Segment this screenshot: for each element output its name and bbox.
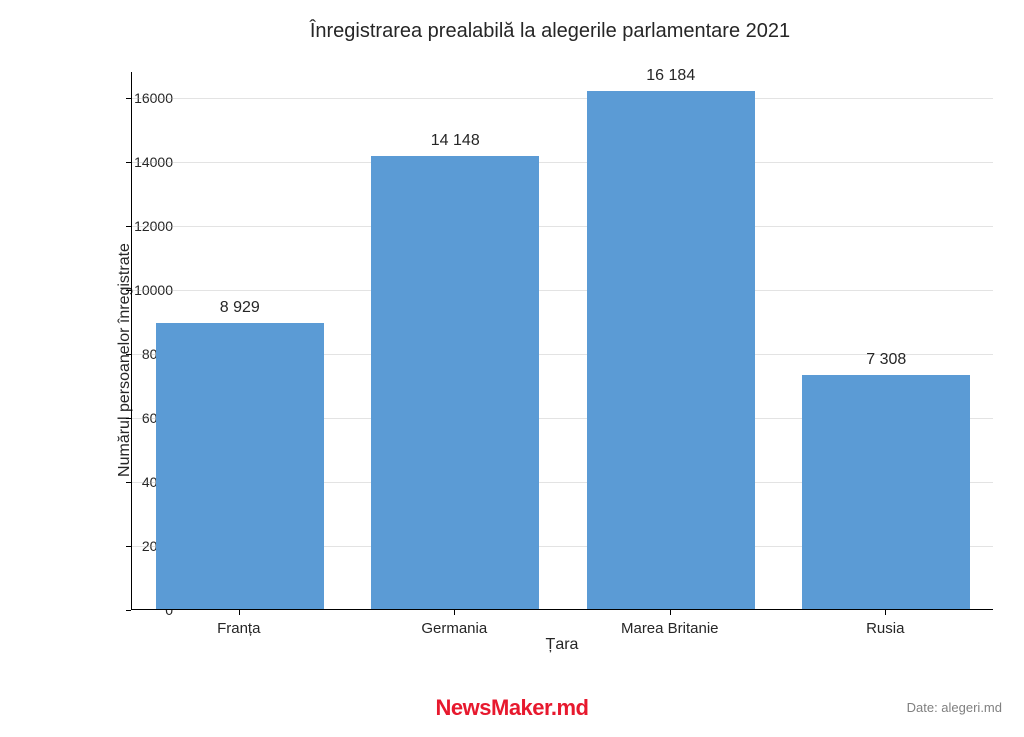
brand-text: NewsMaker.md [436,695,589,720]
grid-line [132,162,993,163]
x-tick-mark [885,610,886,615]
y-tick-mark [126,610,131,611]
footer-brand: NewsMaker.md [0,695,1024,721]
bar [587,91,755,609]
bar [156,323,324,609]
grid-line [132,98,993,99]
x-tick-label: Rusia [866,620,904,637]
x-tick-label: Franța [217,620,260,637]
x-tick-label: Marea Britanie [621,620,719,637]
chart-title: Înregistrarea prealabilă la alegerile pa… [95,20,1005,43]
bar-value-label: 16 184 [646,67,695,85]
source-prefix: Date: [907,700,942,715]
x-tick-label: Germania [421,620,487,637]
chart-container: Înregistrarea prealabilă la alegerile pa… [95,20,1005,660]
bar [802,375,970,609]
x-tick-mark [239,610,240,615]
grid-line [132,290,993,291]
bar-value-label: 14 148 [431,132,480,150]
bar [371,156,539,609]
bar-value-label: 8 929 [220,299,260,317]
x-tick-mark [670,610,671,615]
footer-source: Date: alegeri.md [907,700,1002,715]
x-tick-mark [454,610,455,615]
grid-line [132,226,993,227]
plot-area: 8 92914 14816 1847 308 [131,72,993,610]
x-axis-label: Țara [131,636,993,654]
source-name: alegeri.md [941,700,1002,715]
bar-value-label: 7 308 [866,351,906,369]
